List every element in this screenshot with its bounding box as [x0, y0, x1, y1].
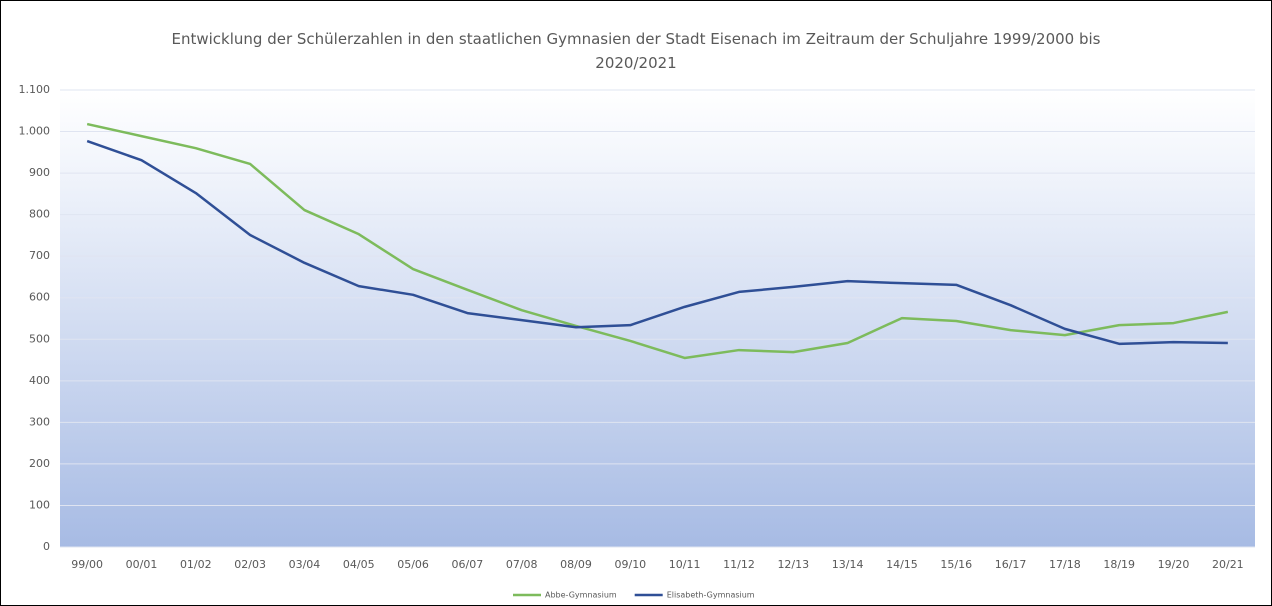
x-tick-label: 18/19: [1103, 558, 1135, 571]
line-series: [86, 139, 1228, 346]
x-tick-label: 05/06: [397, 558, 429, 571]
x-tick-label: 20/21: [1212, 558, 1244, 571]
y-tick-label: 400: [29, 374, 50, 387]
x-tick-label: 12/13: [777, 558, 809, 571]
y-tick-label: 800: [29, 208, 50, 221]
x-tick-label: 03/04: [289, 558, 321, 571]
x-tick-label: 11/12: [723, 558, 755, 571]
x-tick-label: 04/05: [343, 558, 375, 571]
y-tick-label: 1.000: [19, 125, 51, 138]
y-tick-label: 100: [29, 498, 50, 511]
x-tick-label: 01/02: [180, 558, 212, 571]
x-tick-label: 02/03: [234, 558, 266, 571]
x-tick-label: 08/09: [560, 558, 592, 571]
legend-label: Abbe-Gymnasium: [545, 591, 617, 600]
x-tick-label: 99/00: [71, 558, 103, 571]
x-tick-label: 17/18: [1049, 558, 1081, 571]
x-tick-label: 14/15: [886, 558, 918, 571]
y-tick-label: 200: [29, 457, 50, 470]
x-tick-label: 10/11: [669, 558, 701, 571]
y-tick-label: 0: [43, 540, 50, 553]
y-tick-label: 500: [29, 332, 50, 345]
x-tick-label: 15/16: [940, 558, 972, 571]
y-tick-label: 900: [29, 166, 50, 179]
line-series: [86, 122, 1229, 360]
legend-label: Elisabeth-Gymnasium: [667, 591, 755, 600]
x-tick-label: 13/14: [832, 558, 864, 571]
x-tick-label: 07/08: [506, 558, 538, 571]
chart-title: Entwicklung der Schülerzahlen in den sta…: [171, 30, 1101, 72]
x-tick-label: 19/20: [1158, 558, 1190, 571]
y-tick-label: 600: [29, 291, 50, 304]
plot-area: [60, 90, 1255, 547]
y-tick-label: 700: [29, 249, 50, 262]
x-tick-label: 00/01: [126, 558, 158, 571]
x-tick-label: 16/17: [995, 558, 1027, 571]
x-tick-label: 06/07: [452, 558, 484, 571]
x-tick-label: 09/10: [614, 558, 646, 571]
y-tick-label: 1.100: [19, 83, 51, 96]
y-tick-label: 300: [29, 415, 50, 428]
